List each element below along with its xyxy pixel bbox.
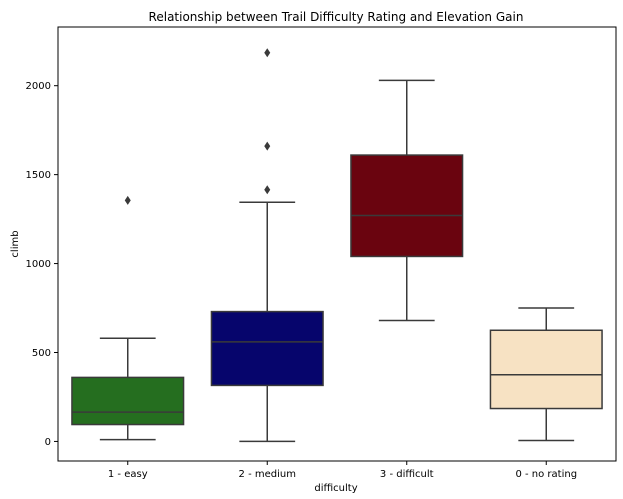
x-tick-label: 0 - no rating bbox=[515, 469, 577, 480]
box-iqr bbox=[210, 310, 324, 387]
box-group bbox=[350, 79, 464, 322]
outlier-point bbox=[124, 195, 131, 205]
x-axis-label: difficulty bbox=[314, 483, 357, 494]
box-iqr bbox=[71, 376, 185, 426]
plot-frame bbox=[57, 26, 617, 462]
box-group bbox=[71, 195, 185, 441]
outlier-point bbox=[264, 141, 271, 151]
y-tick-label: 500 bbox=[32, 348, 51, 359]
y-tick-label: 0 bbox=[45, 437, 51, 448]
outlier-point bbox=[264, 48, 271, 58]
y-tick-label: 1500 bbox=[26, 170, 51, 181]
box-iqr bbox=[489, 329, 603, 410]
x-tick-label: 2 - medium bbox=[239, 469, 296, 480]
y-axis-label: climb bbox=[10, 230, 21, 257]
x-axis: 1 - easy 2 - medium 3 - difficult 0 - no ra… bbox=[108, 461, 577, 480]
x-tick-label: 3 - difficult bbox=[380, 469, 434, 480]
x-tick-label: 1 - easy bbox=[108, 469, 148, 480]
y-tick-label: 1000 bbox=[26, 259, 51, 270]
chart-title: Relationship between Trail Difficulty Ra… bbox=[149, 10, 524, 24]
box-iqr bbox=[350, 154, 464, 258]
plot-area bbox=[71, 48, 603, 443]
box-group bbox=[210, 48, 324, 443]
outlier-point bbox=[264, 185, 271, 195]
box-group bbox=[489, 307, 603, 442]
y-axis: 0 500 1000 1500 2000 bbox=[26, 81, 58, 448]
y-tick-label: 2000 bbox=[26, 81, 51, 92]
